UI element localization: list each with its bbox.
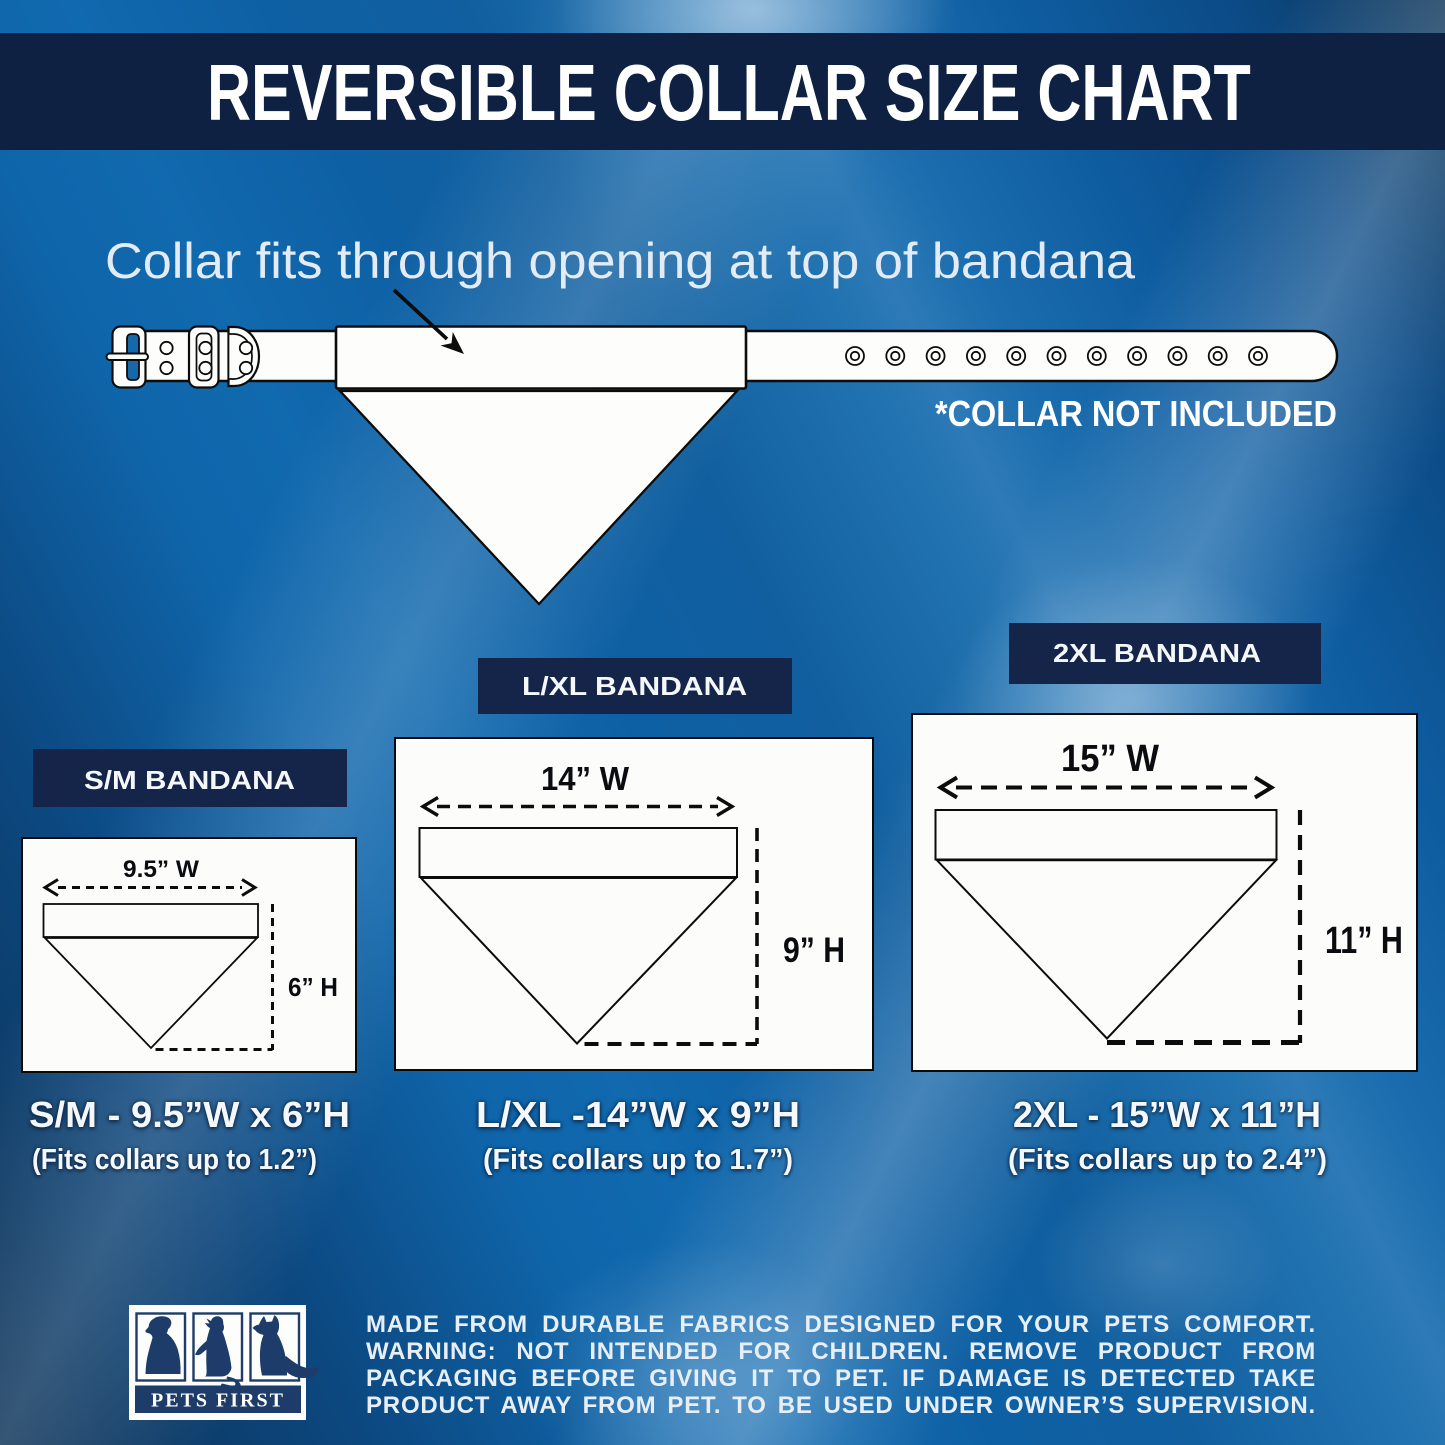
svg-text:PETS FIRST: PETS FIRST <box>151 1390 285 1412</box>
